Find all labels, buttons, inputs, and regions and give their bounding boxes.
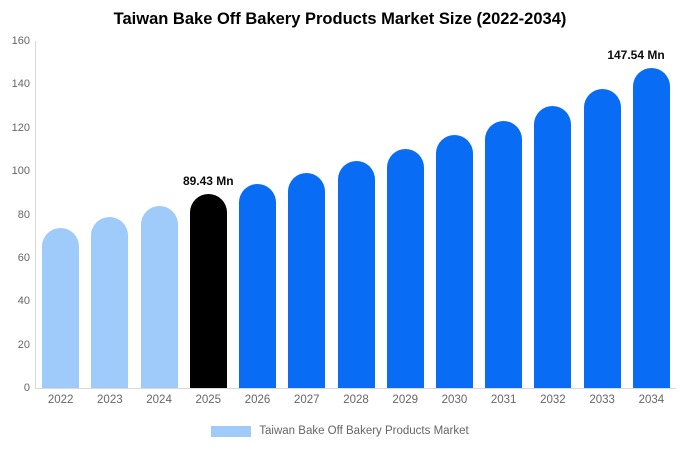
y-tick-label: 40 (17, 295, 30, 308)
legend: Taiwan Bake Off Bakery Products Market (0, 425, 680, 437)
bar-2022 (42, 227, 80, 388)
x-tick-label-2034: 2034 (638, 394, 665, 406)
bar-2033 (583, 88, 621, 388)
y-tick-label: 60 (17, 251, 30, 264)
x-tick-label-2029: 2029 (392, 394, 419, 406)
bar-2024 (140, 205, 178, 388)
x-tick-label-2023: 2023 (97, 394, 123, 406)
data-label-2034: 147.54 Mn (607, 48, 665, 63)
x-tick-label-2026: 2026 (244, 394, 271, 406)
y-tick-label: 0 (23, 382, 30, 394)
y-tick-label: 100 (11, 165, 30, 178)
bar-2032 (534, 106, 572, 388)
bar-2028 (337, 161, 375, 388)
legend-swatch (211, 425, 252, 437)
bar-2034 (632, 68, 670, 388)
x-tick-label-2022: 2022 (47, 394, 74, 406)
x-tick-label-2030: 2030 (441, 394, 468, 406)
y-tick-label: 20 (17, 338, 30, 351)
x-tick-label-2033: 2033 (589, 394, 615, 406)
x-tick-label-2032: 2032 (540, 394, 566, 406)
data-label-2025: 89.43 Mn (182, 174, 234, 189)
x-tick-label-2031: 2031 (490, 394, 517, 406)
x-tick-label-2024: 2024 (146, 394, 172, 406)
y-tick-label: 160 (11, 35, 30, 47)
bar-2023 (91, 216, 129, 388)
y-axis-line (35, 41, 36, 388)
bar-2026 (239, 184, 277, 388)
y-tick-label: 80 (17, 208, 30, 221)
bar-2031 (485, 121, 523, 388)
bar-2025 (189, 194, 227, 388)
x-axis-line (35, 388, 676, 389)
bar-2029 (386, 149, 424, 388)
x-tick-label-2027: 2027 (293, 394, 320, 406)
x-tick-label-2028: 2028 (343, 394, 369, 406)
y-tick-label: 120 (11, 121, 30, 134)
chart-title: Taiwan Bake Off Bakery Products Market S… (113, 10, 567, 28)
x-tick-label-2025: 2025 (195, 394, 222, 406)
bar-2030 (435, 135, 473, 388)
y-tick-label: 140 (11, 78, 30, 91)
bar-2027 (288, 173, 326, 388)
legend-label: Taiwan Bake Off Bakery Products Market (259, 425, 469, 437)
